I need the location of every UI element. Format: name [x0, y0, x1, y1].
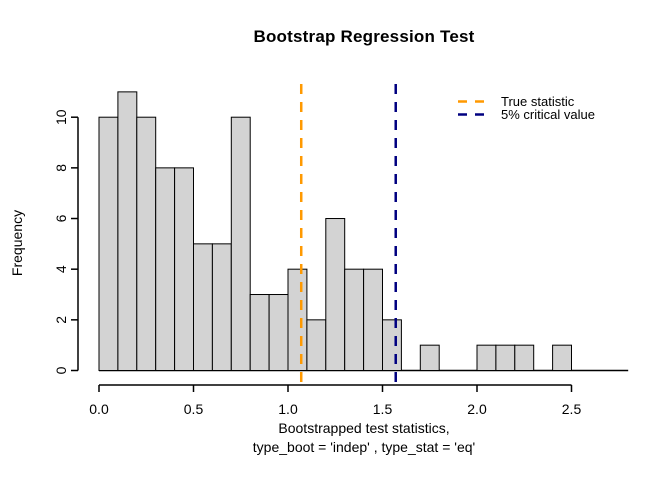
chart-title: Bootstrap Regression Test — [253, 27, 475, 46]
y-tick-label: 8 — [53, 164, 69, 172]
y-tick-label: 4 — [53, 265, 69, 273]
legend-label-true-statistic: True statistic — [501, 94, 575, 109]
histogram-bar — [136, 116, 157, 371]
y-axis-label: Frequency — [9, 209, 25, 277]
histogram-bar — [552, 344, 572, 372]
x-tick-label: 0.5 — [184, 401, 204, 417]
x-tick-label: 0.0 — [89, 401, 109, 417]
x-tick-label: 2.0 — [467, 401, 487, 417]
histogram-bar — [419, 344, 440, 372]
histogram-bar — [344, 268, 365, 371]
x-tick-label: 1.5 — [373, 401, 393, 417]
histogram-bar — [230, 116, 251, 371]
x-axis-label-line1: Bootstrapped test statistics, — [278, 420, 450, 436]
histogram-bar — [382, 319, 402, 371]
histogram-bar — [495, 344, 516, 372]
histogram-bar — [325, 218, 346, 371]
y-tick-label: 6 — [53, 214, 69, 222]
x-axis-label-line2: type_boot = 'indep' , type_stat = 'eq' — [252, 439, 476, 455]
histogram-bar — [476, 344, 497, 372]
x-tick-label: 1.0 — [278, 401, 298, 417]
histogram-bar — [174, 167, 195, 371]
histogram-bar — [363, 268, 384, 371]
histogram-bar — [211, 243, 232, 372]
histogram-bar — [514, 344, 535, 372]
histogram-bar — [306, 319, 327, 371]
histogram-bar — [268, 294, 289, 372]
y-tick-label: 10 — [53, 109, 69, 125]
histogram-bar — [249, 294, 270, 372]
histogram-bar — [98, 116, 119, 371]
histogram-bar — [117, 91, 138, 372]
y-tick-label: 2 — [53, 316, 69, 324]
x-tick-label: 2.5 — [562, 401, 582, 417]
legend-label-critical-value: 5% critical value — [501, 107, 595, 122]
histogram-bar — [287, 268, 308, 371]
histogram-bar — [155, 167, 176, 371]
histogram-bar — [193, 243, 213, 372]
y-tick-label: 0 — [53, 366, 69, 374]
